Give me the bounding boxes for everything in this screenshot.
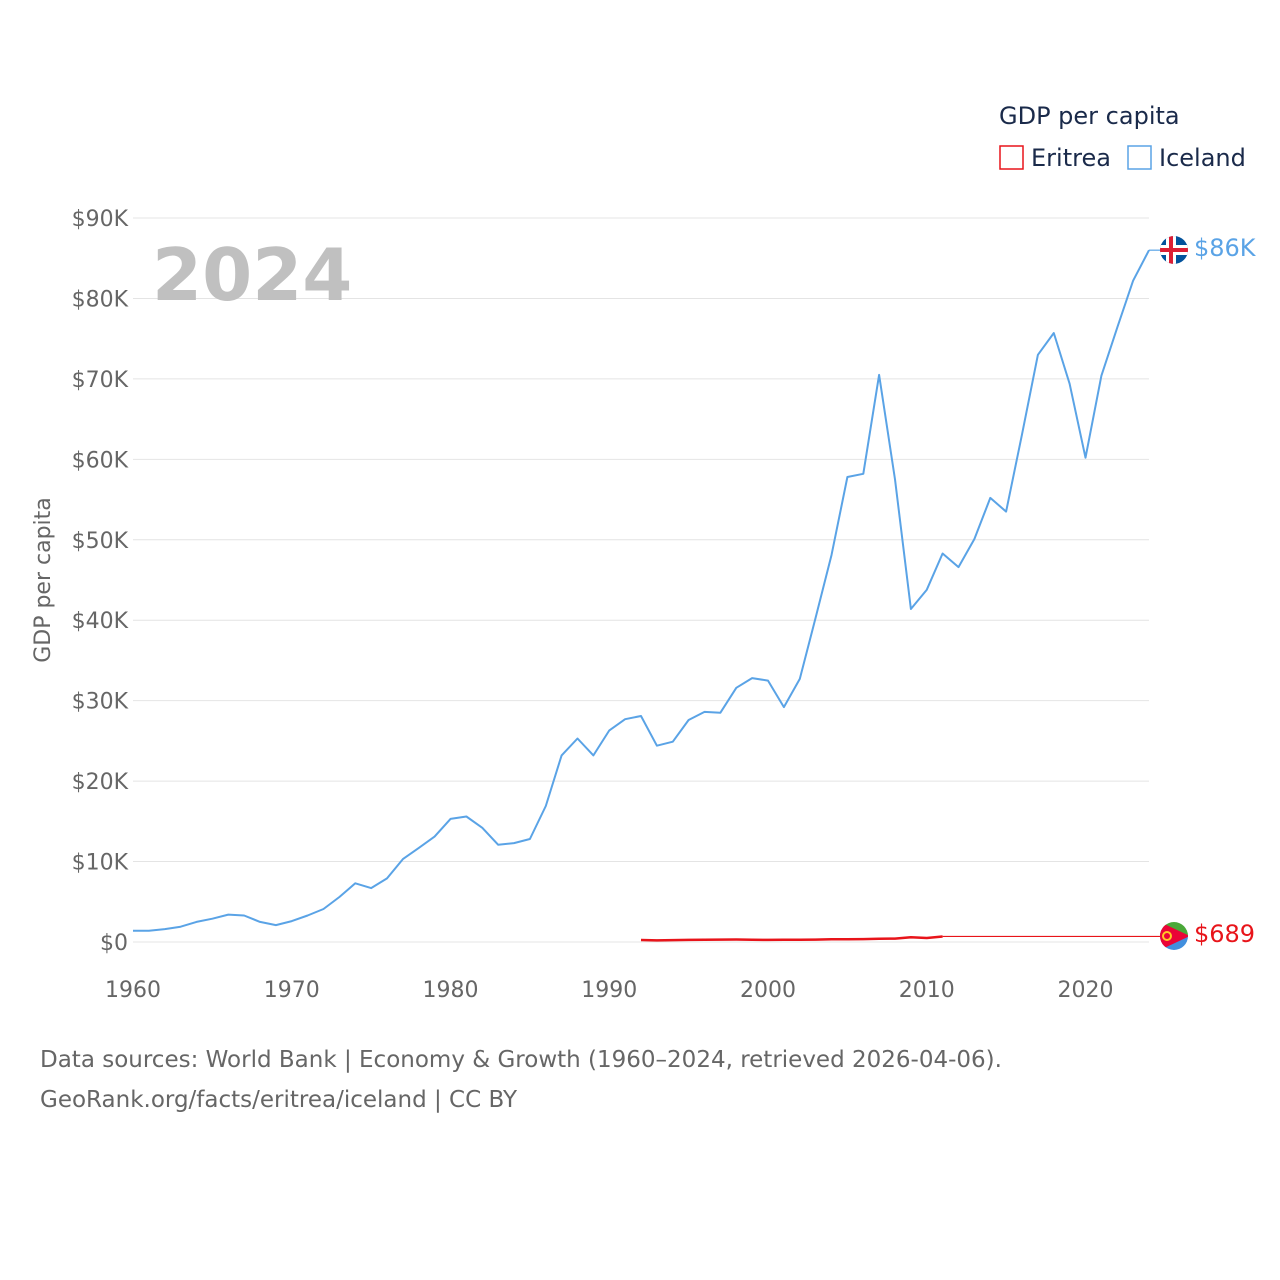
y-tick-label: $20K (72, 770, 129, 795)
x-tick-label: 2020 (1058, 978, 1114, 1003)
y-axis-label: GDP per capita (31, 497, 56, 663)
legend-title: GDP per capita (999, 102, 1180, 130)
eritrea-flag-icon (1160, 922, 1188, 950)
x-tick-label: 2000 (740, 978, 796, 1003)
legend-label-iceland: Iceland (1159, 144, 1246, 172)
y-tick-label: $40K (72, 609, 129, 634)
footer: Data sources: World Bank | Economy & Gro… (40, 1040, 1002, 1120)
legend[interactable]: GDP per capita Eritrea Iceland (999, 102, 1246, 172)
y-tick-label: $10K (72, 851, 129, 876)
x-tick-label: 1980 (423, 978, 479, 1003)
series-layer (133, 249, 1160, 942)
x-tick-label: 2010 (899, 978, 955, 1003)
series-line-eritrea[interactable] (640, 935, 943, 942)
y-tick-label: $70K (72, 368, 129, 393)
y-tick-label: $80K (72, 287, 129, 312)
legend-swatch-eritrea (999, 145, 1024, 170)
y-tick-label: $30K (72, 690, 129, 715)
legend-swatch-iceland (1127, 145, 1152, 170)
legend-item-eritrea[interactable]: Eritrea (999, 144, 1111, 172)
x-tick-label: 1970 (264, 978, 320, 1003)
legend-item-iceland[interactable]: Iceland (1127, 144, 1246, 172)
iceland-flag-icon (1160, 236, 1188, 264)
gdp-line-chart: $0 $10K $20K $30K $40K $50K $60K $70K $80K $90K 1… (31, 102, 1257, 1003)
iceland-end-label: $86K (1194, 234, 1257, 262)
legend-label-eritrea: Eritrea (1031, 144, 1111, 172)
y-tick-label: $90K (72, 207, 129, 232)
x-axis-ticks: 1960 1970 1980 1990 2000 2010 2020 (105, 978, 1114, 1003)
y-axis-ticks: $0 $10K $20K $30K $40K $50K $60K $70K $80K $90K (72, 207, 129, 956)
source-link[interactable]: GeoRank.org/facts/eritrea/iceland | CC B… (40, 1087, 518, 1113)
data-sources-note: Data sources: World Bank | Economy & Gro… (40, 1047, 1002, 1073)
y-tick-label: $0 (100, 931, 128, 956)
y-tick-label: $60K (72, 448, 129, 473)
year-watermark: 2024 (152, 233, 352, 317)
series-line-iceland[interactable] (133, 249, 1150, 932)
gridlines (133, 217, 1149, 943)
y-tick-label: $50K (72, 529, 129, 554)
x-tick-label: 1990 (581, 978, 637, 1003)
eritrea-end-label: $689 (1194, 920, 1255, 948)
x-tick-label: 1960 (105, 978, 161, 1003)
